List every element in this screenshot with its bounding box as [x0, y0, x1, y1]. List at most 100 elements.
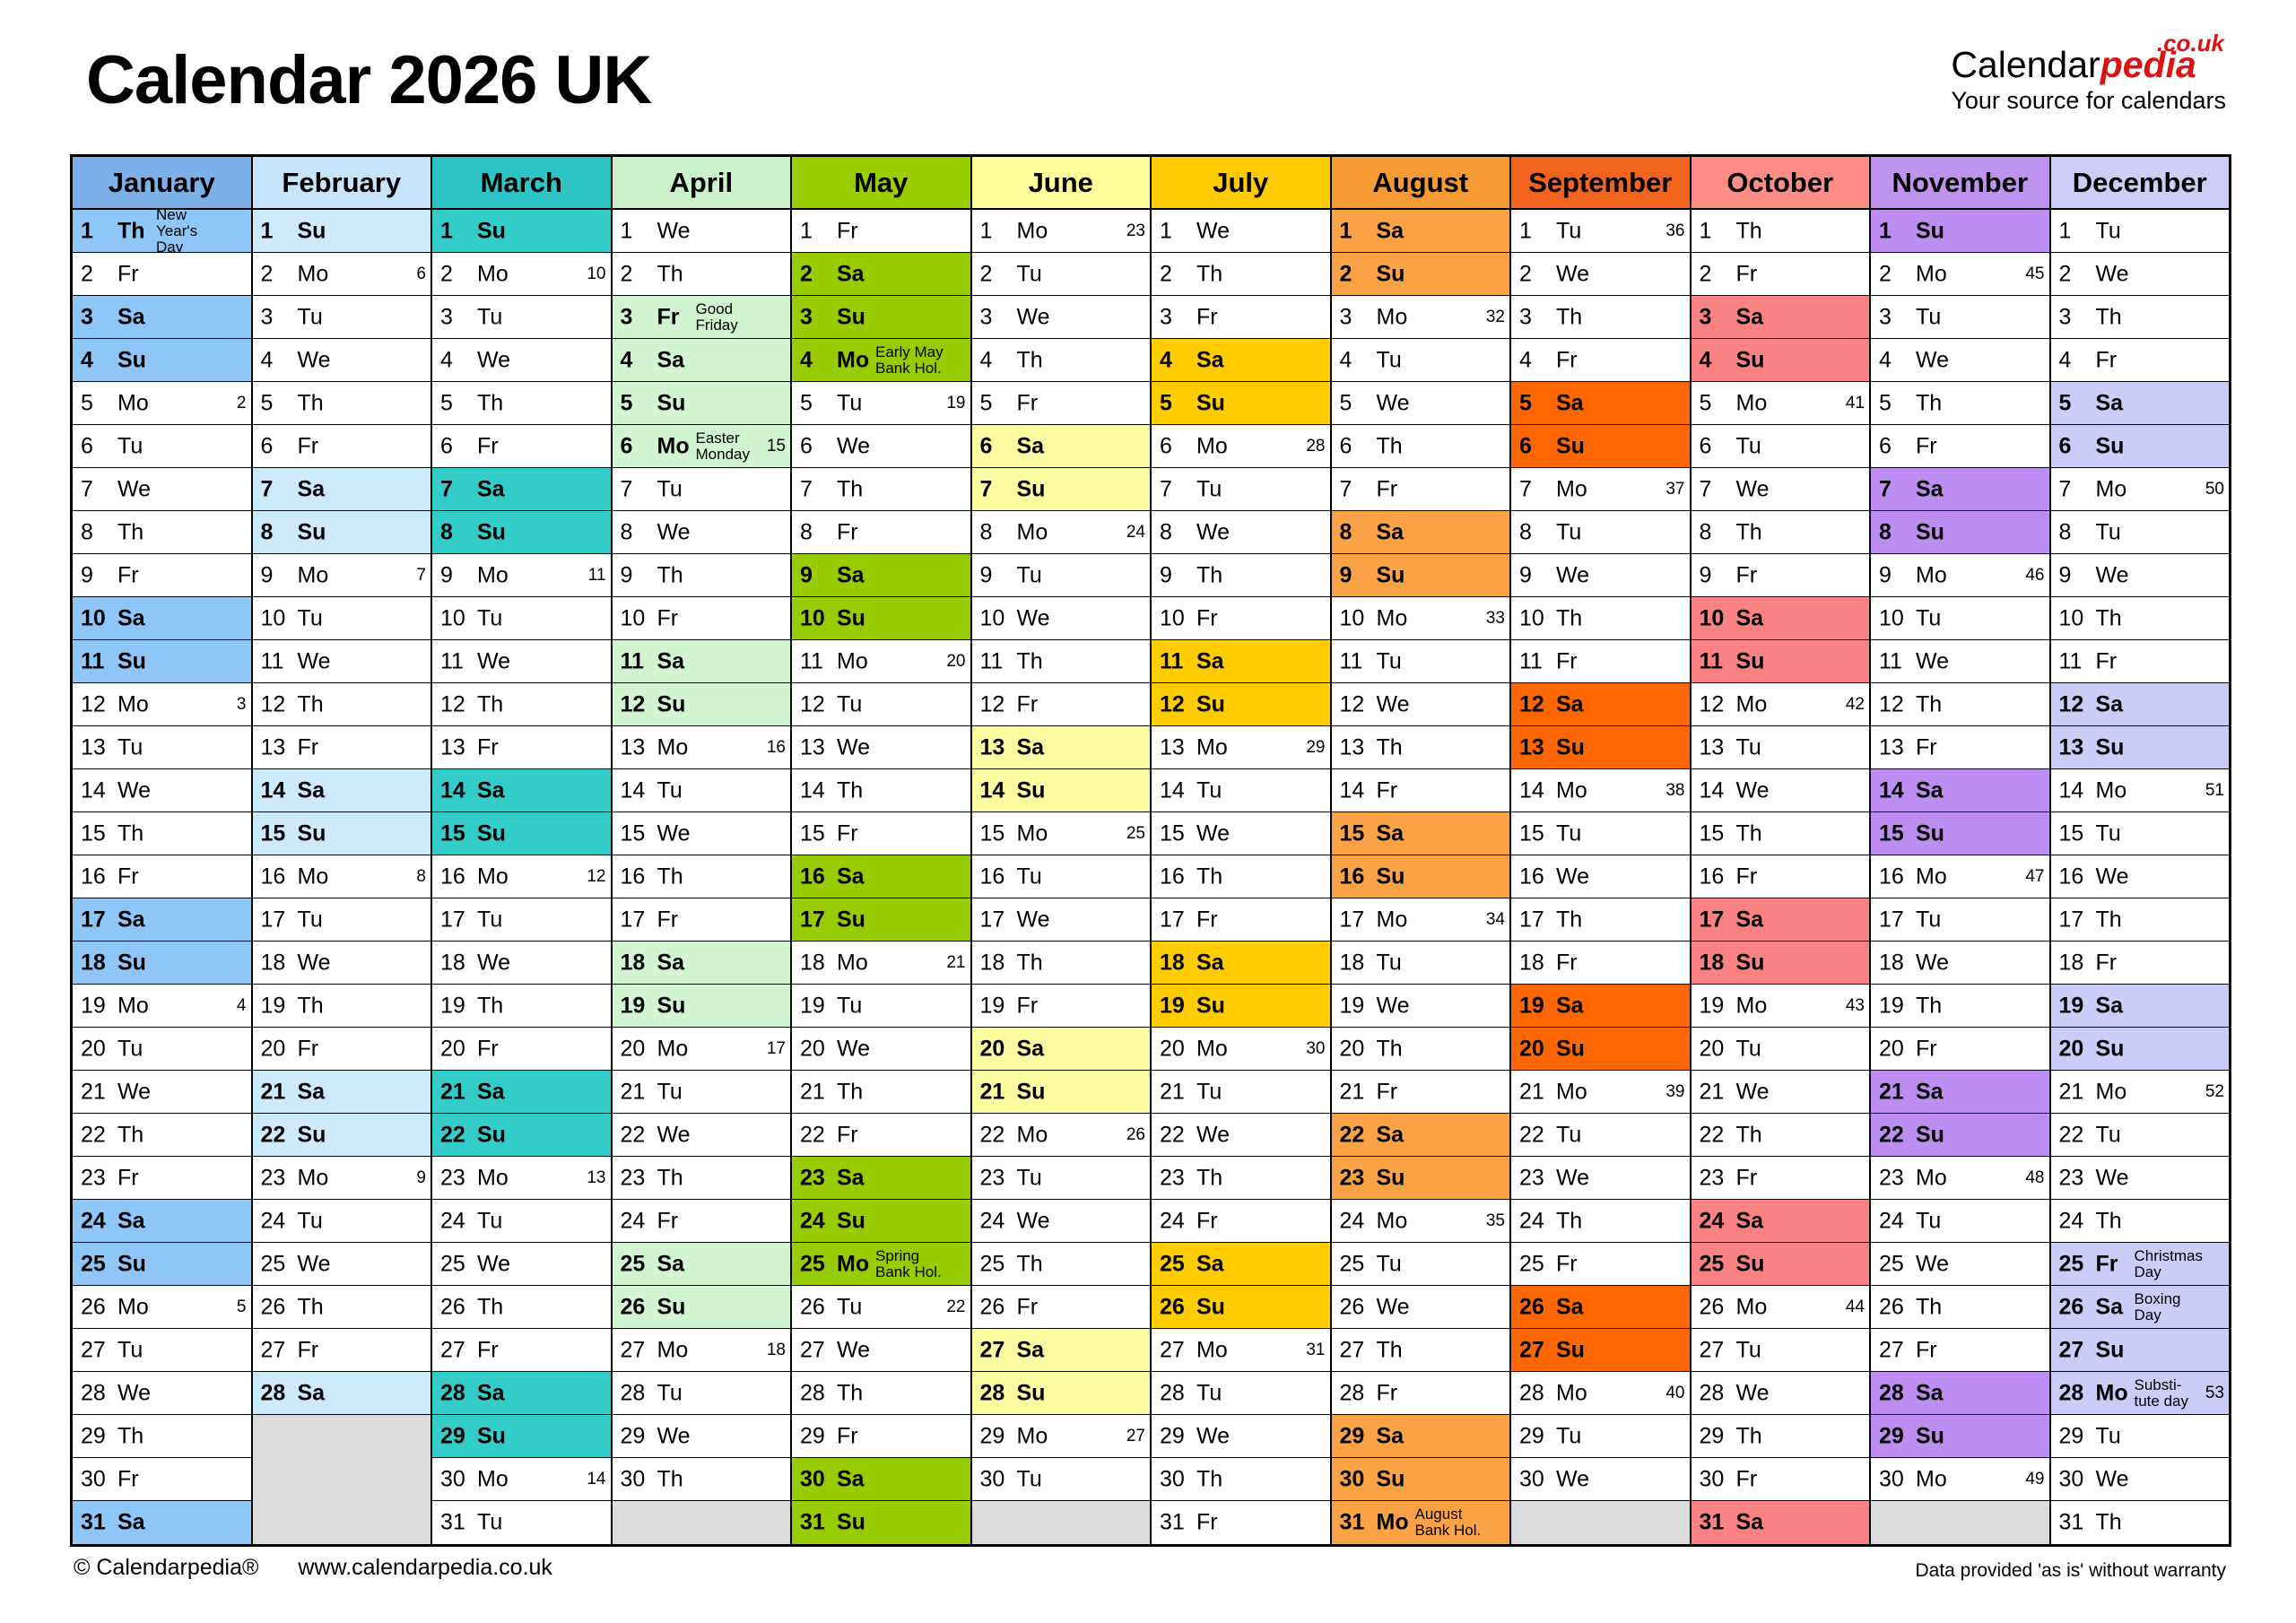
day-number: 16 [1699, 864, 1725, 889]
day-cell-june-3: 3 We [971, 296, 1150, 339]
weekday-label: We [477, 648, 511, 673]
day-number: 26 [1699, 1294, 1725, 1319]
day-cell-december-19: 19 Sa [2050, 985, 2229, 1028]
day-cell-january-17: 17 Sa [73, 898, 251, 942]
day-cell-march-2: 2 Mo 10 [432, 253, 611, 296]
day-number: 6 [1339, 433, 1352, 458]
day-cell-november-8: 8 Su [1871, 511, 2049, 554]
day-cell-november-13: 13 Fr [1871, 726, 2049, 769]
weekday-label: Su [837, 304, 865, 329]
weekday-label: Sa [1916, 476, 1944, 501]
weekday-label: Tu [117, 433, 144, 458]
day-number: 5 [440, 390, 453, 415]
day-cell-july-7: 7 Tu [1152, 468, 1330, 511]
day-cell-july-25: 25 Sa [1152, 1243, 1330, 1286]
day-number: 7 [260, 476, 274, 501]
weekday-label: Tu [1016, 1165, 1042, 1190]
day-number: 3 [260, 304, 274, 329]
day-cell-january-30: 30 Fr [73, 1458, 251, 1501]
day-cell-september-16: 16 We [1511, 855, 1690, 898]
day-cell-december-17: 17 Th [2050, 898, 2229, 942]
week-number: 38 [1665, 780, 1685, 800]
week-number: 14 [587, 1469, 606, 1488]
weekday-label: Sa [837, 864, 865, 889]
week-number: 34 [1485, 909, 1505, 929]
calendar-grid: January 1 Th New Year's Day 2 Fr 3 Sa 4 Su 5 Mo 2 6 Tu… [70, 154, 2231, 1547]
day-cell-may-14: 14 Th [792, 769, 970, 812]
weekday-label: Fr [1376, 1079, 1398, 1104]
day-number: 23 [979, 1165, 1005, 1190]
weekday-label: Sa [837, 1165, 865, 1190]
weekday-label: Su [1735, 347, 1765, 372]
day-cell-june-12: 12 Fr [971, 683, 1150, 726]
weekday-label: Mo [1916, 1165, 1947, 1190]
day-cell-february-17: 17 Tu [252, 898, 430, 942]
day-cell-november-15: 15 Su [1871, 812, 2049, 855]
day-cell-october-19: 19 Mo 43 [1691, 985, 1869, 1028]
day-number: 4 [260, 347, 274, 372]
day-number: 31 [800, 1509, 825, 1535]
day-number: 12 [1339, 691, 1365, 716]
day-cell-may-1: 1 Fr [792, 210, 970, 253]
weekday-label: Fr [1016, 691, 1039, 716]
day-number: 14 [1339, 777, 1365, 803]
day-cell-january-23: 23 Fr [73, 1157, 251, 1200]
day-cell-september-29: 29 Tu [1511, 1415, 1690, 1458]
day-cell-march-13: 13 Fr [432, 726, 611, 769]
day-number: 30 [1879, 1466, 1904, 1491]
day-number: 2 [979, 261, 993, 286]
day-number: 17 [1699, 907, 1725, 932]
day-number: 2 [1519, 261, 1532, 286]
day-number: 12 [260, 691, 286, 716]
day-cell-february-11: 11 We [252, 640, 430, 683]
day-number: 12 [620, 691, 646, 716]
weekday-label: Th [1376, 1337, 1403, 1362]
day-number: 30 [81, 1466, 106, 1491]
footer-url[interactable]: www.calendarpedia.co.uk [298, 1555, 552, 1580]
weekday-label: Th [1916, 691, 1943, 716]
day-number: 6 [2058, 433, 2072, 458]
day-cell-august-31: 31 Mo August Bank Hol. [1331, 1501, 1509, 1544]
weekday-label: Mo [1376, 1509, 1409, 1535]
day-number: 11 [2058, 648, 2083, 673]
weekday-label: Fr [657, 1208, 679, 1233]
day-cell-november-14: 14 Sa [1871, 769, 2049, 812]
day-number: 21 [1699, 1079, 1725, 1104]
week-number: 20 [946, 651, 966, 671]
day-cell-august-2: 2 Su [1331, 253, 1509, 296]
weekday-label: Fr [117, 864, 139, 889]
day-cell-may-31: 31 Su [792, 1501, 970, 1544]
weekday-label: We [117, 476, 152, 501]
day-cell-march-31: 31 Tu [432, 1501, 611, 1544]
weekday-label: Su [837, 1208, 865, 1233]
day-cell-november-9: 9 Mo 46 [1871, 554, 2049, 597]
day-cell-december-1: 1 Tu [2050, 210, 2229, 253]
day-cell-january-6: 6 Tu [73, 425, 251, 468]
day-cell-december-14: 14 Mo 51 [2050, 769, 2229, 812]
day-number: 19 [620, 993, 646, 1018]
weekday-label: Su [1556, 734, 1585, 759]
day-number: 28 [2058, 1380, 2084, 1405]
weekday-label: We [837, 1337, 871, 1362]
day-number: 19 [2058, 993, 2084, 1018]
weekday-label: Mo [1376, 1208, 1408, 1233]
day-number: 8 [1339, 519, 1352, 544]
week-number: 48 [2025, 1167, 2045, 1187]
weekday-label: We [2095, 261, 2129, 286]
day-number: 11 [979, 648, 1004, 673]
day-cell-october-7: 7 We [1691, 468, 1869, 511]
day-number: 17 [1339, 907, 1365, 932]
week-number: 13 [587, 1167, 606, 1187]
day-number: 24 [1160, 1208, 1185, 1233]
weekday-label: Tu [1196, 1079, 1222, 1104]
day-number: 29 [620, 1423, 646, 1448]
weekday-label: We [1196, 1122, 1231, 1147]
day-number: 22 [81, 1122, 106, 1147]
weekday-label: Th [2095, 1208, 2122, 1233]
weekday-label: We [837, 734, 871, 759]
weekday-label: Su [2095, 1036, 2125, 1061]
day-number: 13 [1699, 734, 1725, 759]
week-number: 39 [1665, 1081, 1685, 1101]
day-number: 4 [1339, 347, 1352, 372]
day-number: 25 [1699, 1251, 1725, 1276]
